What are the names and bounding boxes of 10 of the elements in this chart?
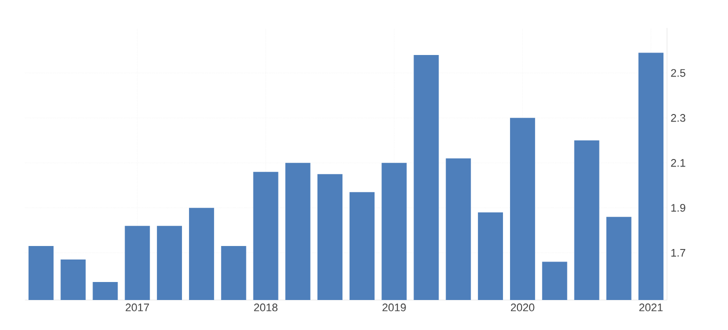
- y-tick-label: 2.3: [671, 114, 686, 122]
- y-tick-label: 2.1: [671, 159, 686, 167]
- y-tick-label: 2.5: [671, 69, 686, 77]
- x-tick-label: 2017: [126, 304, 149, 312]
- y-tick-label: 1.7: [671, 249, 686, 257]
- x-tick-label: 2020: [510, 304, 534, 312]
- x-tick-label: 2021: [639, 304, 663, 312]
- x-tick-label: 2019: [382, 304, 406, 312]
- x-tick-label: 2018: [254, 304, 278, 312]
- y-tick-label: 1.9: [671, 204, 686, 212]
